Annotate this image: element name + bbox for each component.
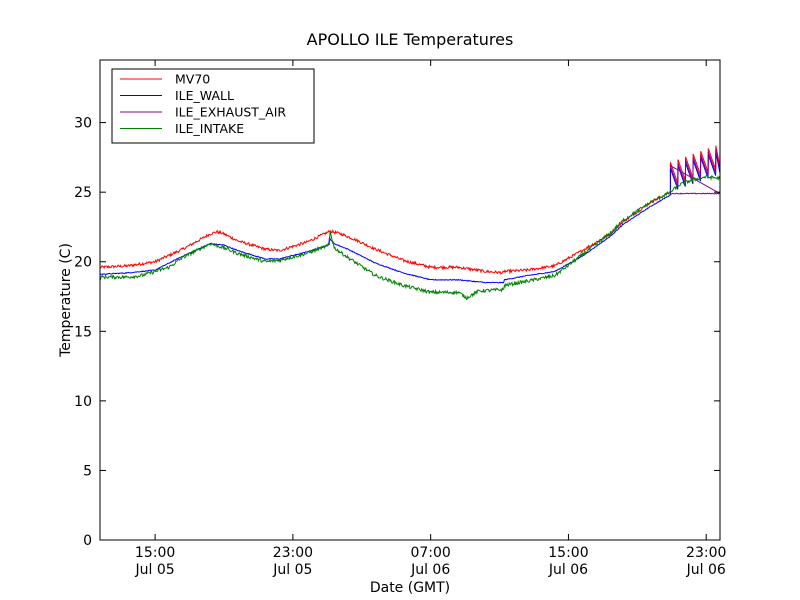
y-tick-label: 15 bbox=[74, 324, 92, 340]
x-tick-date-label: Jul 06 bbox=[548, 562, 588, 578]
x-tick-time-label: 15:00 bbox=[135, 545, 175, 561]
legend-box bbox=[111, 68, 315, 144]
series-line-mv70 bbox=[99, 145, 721, 275]
y-tick-label: 10 bbox=[74, 394, 92, 410]
y-axis-label: Temperature (C) bbox=[58, 243, 74, 358]
x-tick-time-label: 07:00 bbox=[410, 545, 450, 561]
y-tick-label: 20 bbox=[74, 255, 92, 271]
x-tick-time-label: 23:00 bbox=[273, 545, 313, 561]
legend-label: ILE_WALL bbox=[175, 88, 234, 103]
y-tick-label: 0 bbox=[83, 533, 92, 549]
x-tick-time-label: 23:00 bbox=[686, 545, 726, 561]
series-line-ile-intake bbox=[99, 174, 721, 301]
x-axis-label: Date (GMT) bbox=[370, 580, 450, 596]
series-layer bbox=[99, 145, 721, 301]
x-tick-date-label: Jul 05 bbox=[135, 562, 175, 578]
plot-frame bbox=[99, 59, 721, 541]
x-tick-time-label: 15:00 bbox=[548, 545, 588, 561]
series-line-ile-exhaust-air bbox=[669, 149, 721, 195]
legend-label: ILE_INTAKE bbox=[175, 121, 244, 136]
legend-label: ILE_EXHAUST_AIR bbox=[175, 105, 286, 120]
legend-label: MV70 bbox=[175, 72, 210, 87]
x-tick-date-label: Jul 06 bbox=[410, 562, 450, 578]
y-tick-label: 5 bbox=[83, 463, 92, 479]
chart-title: APOLLO ILE Temperatures bbox=[307, 30, 514, 49]
x-tick-date-label: Jul 05 bbox=[272, 562, 312, 578]
x-tick-date-label: Jul 06 bbox=[686, 562, 726, 578]
y-tick-label: 30 bbox=[74, 116, 92, 132]
y-tick-label: 25 bbox=[74, 185, 92, 201]
